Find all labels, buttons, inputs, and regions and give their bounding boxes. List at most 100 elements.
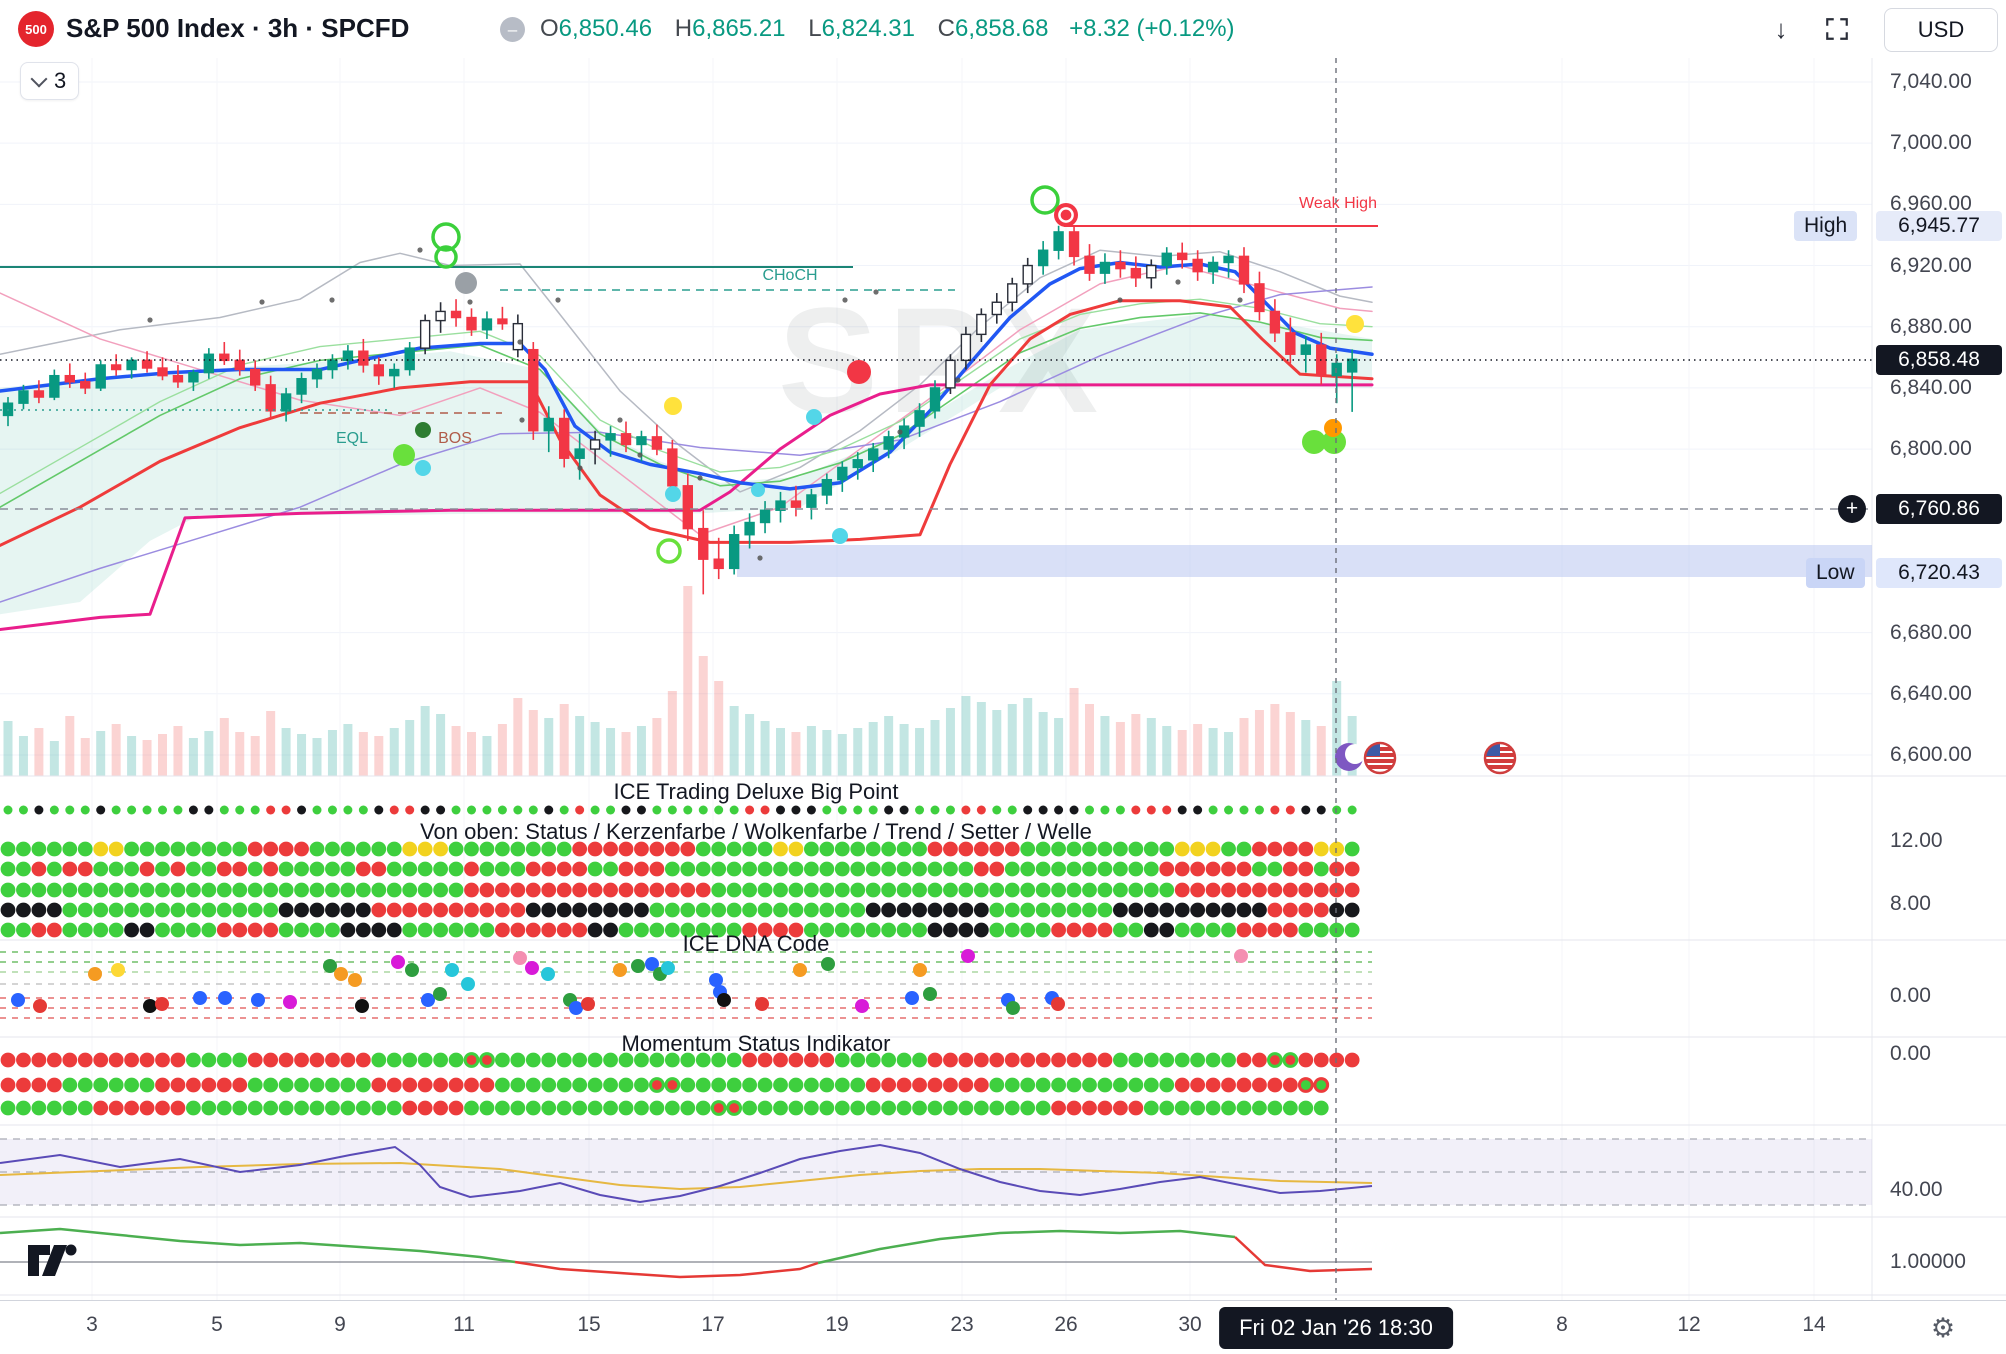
time-axis-label: 30 xyxy=(1178,1313,1202,1336)
volume-bars xyxy=(3,586,1357,776)
high-label-badge: High xyxy=(1794,211,1858,241)
open-value: 6,850.46 xyxy=(558,15,653,42)
low-label: L xyxy=(808,15,822,42)
pane-axis-label: 40.00 xyxy=(1890,1178,1943,1201)
time-axis-label: 15 xyxy=(577,1313,601,1336)
panel-stoch xyxy=(0,1138,1872,1206)
pane-axis-label: 8.00 xyxy=(1890,892,1931,915)
price-axis-label: 6,920.00 xyxy=(1890,253,1972,277)
high-label: H xyxy=(674,15,693,42)
high-badge-value: 6,945.77 xyxy=(1898,214,1980,237)
pane-axis-label: 0.00 xyxy=(1890,1042,1931,1065)
pane-title-bigpoint[interactable]: ICE Trading Deluxe Big Point xyxy=(613,779,899,804)
change-value: +8.32 (+0.12%) xyxy=(1069,15,1235,42)
currency-button[interactable]: USD xyxy=(1884,8,1998,52)
time-axis[interactable]: 3 5 9 11 15 17 19 23 26 30 8 12 14 Fri 02 Jan '26 18… xyxy=(0,1300,2006,1354)
last-badge-value: 6,858.48 xyxy=(1898,348,1980,371)
high-price-badge: 6,945.77 xyxy=(1876,211,2002,241)
target-price-badge: 6,760.86 xyxy=(1876,494,2002,524)
pane-axis-label: 12.00 xyxy=(1890,829,1943,852)
gear-icon: ⚙ xyxy=(1930,1312,1956,1343)
chart-header: 500 S&P 500 Index · 3h · SPCFD – O6,850.… xyxy=(0,0,2006,58)
price-axis-label: 6,840.00 xyxy=(1890,375,1972,399)
low-label-badge: Low xyxy=(1806,558,1865,588)
price-axis-label: 7,040.00 xyxy=(1890,70,1972,93)
indicator-count: 3 xyxy=(54,68,67,93)
sp500-logo: 500 xyxy=(18,11,54,47)
fullscreen-button[interactable] xyxy=(1816,9,1858,49)
annotation-eql: EQL xyxy=(336,430,368,447)
overlay-magenta-stop xyxy=(0,383,1374,632)
open-label: O xyxy=(540,15,559,42)
arrow-down-icon: ↓ xyxy=(1774,13,1788,44)
fullscreen-icon xyxy=(1826,18,1848,40)
high-badge-text: High xyxy=(1804,214,1848,237)
indicator-collapse-chip[interactable]: 3 xyxy=(20,62,80,100)
low-badge-value: 6,720.43 xyxy=(1898,561,1980,584)
chevron-down-icon xyxy=(30,70,48,88)
pane-separators xyxy=(0,775,2006,1296)
overlay-red-trail xyxy=(0,299,1374,547)
tradingview-logo[interactable] xyxy=(28,1240,78,1281)
annotation-weak-high: Weak High xyxy=(1299,195,1377,212)
currency-label: USD xyxy=(1917,17,1965,42)
price-axis-label: 6,880.00 xyxy=(1890,314,1972,338)
candles[interactable] xyxy=(2,225,1358,595)
time-axis-label: 19 xyxy=(825,1313,849,1336)
time-axis-label: 23 xyxy=(950,1313,974,1336)
price-axis-label: 6,680.00 xyxy=(1890,620,1972,644)
source-hidden-icon[interactable]: – xyxy=(500,17,525,42)
event-icons xyxy=(1335,741,1517,775)
ohlc-values: O6,850.46 H6,865.21 L6,824.31 C6,858.68 … xyxy=(540,15,1235,43)
crosshair-time-badge: Fri 02 Jan '26 18:30 xyxy=(1219,1307,1453,1349)
time-axis-label: 5 xyxy=(211,1313,223,1336)
pane-title-dna[interactable]: ICE DNA Code xyxy=(682,931,830,956)
annotation-choch: CHoCH xyxy=(762,267,817,284)
close-value: 6,858.68 xyxy=(955,15,1049,42)
crosshair-time-text: Fri 02 Jan '26 18:30 xyxy=(1239,1315,1433,1340)
structure-annotations: CHoCH EQL BOS Weak High xyxy=(0,195,1872,510)
price-axis-label: 6,640.00 xyxy=(1890,681,1972,705)
time-axis-label: 11 xyxy=(453,1313,475,1336)
gridlines xyxy=(0,58,1873,1300)
signal-markers xyxy=(147,185,1364,564)
low-badge-text: Low xyxy=(1816,561,1855,584)
pane-axis-label: 1.00000 xyxy=(1890,1250,1966,1273)
panel-momentum-dots xyxy=(0,1052,1360,1116)
tradingview-logo-icon xyxy=(28,1244,77,1276)
annotation-bos: BOS xyxy=(438,430,472,447)
time-axis-label: 3 xyxy=(86,1313,98,1336)
time-axis-label: 12 xyxy=(1677,1313,1701,1336)
target-badge-value: 6,760.86 xyxy=(1898,497,1980,520)
close-label: C xyxy=(937,15,955,42)
low-price-badge: 6,720.43 xyxy=(1876,558,2002,588)
sp500-logo-text: 500 xyxy=(25,21,47,37)
price-axis-label: 7,000.00 xyxy=(1890,131,1972,155)
panel-ratio xyxy=(0,1227,1373,1279)
add-alert-button[interactable]: + xyxy=(1838,495,1866,523)
panel-dna xyxy=(0,949,1372,1019)
time-axis-label: 8 xyxy=(1556,1313,1568,1336)
download-button[interactable]: ↓ xyxy=(1760,9,1802,49)
time-axis-label: 9 xyxy=(334,1313,346,1336)
time-axis-label: 26 xyxy=(1054,1313,1078,1336)
time-axis-label: 14 xyxy=(1802,1313,1826,1336)
price-axis-label: 6,960.00 xyxy=(1890,192,1972,216)
indicator-cloud xyxy=(0,314,1372,615)
low-value: 6,824.31 xyxy=(821,15,915,42)
panel-bigpoint-dots xyxy=(0,805,1360,938)
last-price-badge: 6,858.48 xyxy=(1876,345,2002,375)
pane-subtitle-bigpoint: Von oben: Status / Kerzenfarbe / Wolkenf… xyxy=(420,819,1092,844)
high-value: 6,865.21 xyxy=(692,15,786,42)
symbol-title[interactable]: S&P 500 Index · 3h · SPCFD xyxy=(66,13,410,43)
price-axis-label: 6,600.00 xyxy=(1890,742,1972,766)
settings-button[interactable]: ⚙ xyxy=(1920,1307,1966,1349)
pane-title-momentum[interactable]: Momentum Status Indikator xyxy=(621,1031,891,1056)
pane-axis-label: 0.00 xyxy=(1890,984,1931,1007)
minus-icon: – xyxy=(507,19,518,39)
time-axis-label: 17 xyxy=(701,1313,725,1336)
price-axis-label: 6,800.00 xyxy=(1890,437,1972,461)
low-zone-band xyxy=(737,545,1872,577)
